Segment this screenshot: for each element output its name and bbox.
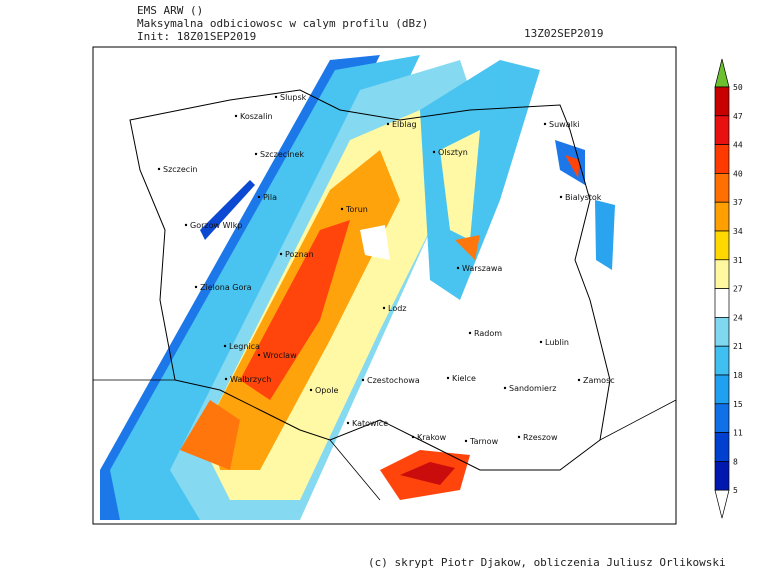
city-dot xyxy=(456,266,460,270)
colorbar-box xyxy=(714,86,730,117)
city-label: Pila xyxy=(263,193,277,202)
colorbar-box xyxy=(714,432,730,462)
city-label: Olsztyn xyxy=(438,148,468,157)
colorbar-label: 8 xyxy=(733,457,738,466)
city-label: Lodz xyxy=(388,304,407,313)
colorbar-label: 44 xyxy=(733,141,743,150)
city-label: Rzeszow xyxy=(523,433,558,442)
city-dot xyxy=(257,195,261,199)
city-dot xyxy=(194,285,198,289)
colorbar-over xyxy=(714,58,730,88)
city-label: Szczecin xyxy=(163,165,198,174)
city-dot xyxy=(340,207,344,211)
city-label: Elblag xyxy=(392,120,417,129)
city-labels: Slupsk Koszalin Elblag Suwalki Szczecin Szcze… xyxy=(157,93,615,446)
city-label: Szczecinek xyxy=(260,150,304,159)
colorbar-label: 15 xyxy=(733,400,743,409)
city-label: Katowice xyxy=(352,419,388,428)
init-time: Init: 18Z01SEP2019 xyxy=(137,30,256,43)
city-dot xyxy=(559,195,563,199)
city-label: Warszawa xyxy=(462,264,502,273)
colorbar-label: 37 xyxy=(733,198,743,207)
colorbar-label: 31 xyxy=(733,256,743,265)
colorbar-under xyxy=(714,489,730,519)
city-dot xyxy=(503,386,507,390)
city-label: Lublin xyxy=(545,338,569,347)
city-label: Koszalin xyxy=(240,112,273,121)
colorbar-label: 18 xyxy=(733,371,743,380)
city-dot xyxy=(517,435,521,439)
city-dot xyxy=(309,388,313,392)
city-label: Czestochowa xyxy=(367,376,420,385)
city-label: Legnica xyxy=(229,342,260,351)
city-dot xyxy=(464,439,468,443)
colorbar-label: 5 xyxy=(733,486,738,495)
city-label: Wroclaw xyxy=(263,351,297,360)
city-dot xyxy=(386,122,390,126)
city-label: Slupsk xyxy=(280,93,307,102)
city-dot xyxy=(346,421,350,425)
colorbar-box xyxy=(714,461,730,491)
city-dot xyxy=(274,95,278,99)
colorbar-label: 40 xyxy=(733,169,743,178)
city-label: Kielce xyxy=(452,374,476,383)
colorbar-label: 27 xyxy=(733,285,743,294)
city-dot xyxy=(234,114,238,118)
city-label: Sandomierz xyxy=(509,384,556,393)
colorbar-box xyxy=(714,317,730,347)
city-label: Zielona Gora xyxy=(200,283,252,292)
city-label: Radom xyxy=(474,329,502,338)
city-dot xyxy=(411,435,415,439)
city-dot xyxy=(468,331,472,335)
colorbar-box xyxy=(714,345,730,376)
field-name: Maksymalna odbiciowosc w calym profilu (… xyxy=(137,17,428,30)
colorbar-box xyxy=(714,259,730,289)
city-label: Suwalki xyxy=(549,120,580,129)
city-dot xyxy=(223,344,227,348)
colorbar-label: 21 xyxy=(733,342,743,351)
city-dot xyxy=(577,378,581,382)
colorbar-label: 34 xyxy=(733,227,743,236)
colorbar-box xyxy=(714,201,730,232)
colorbar-label: 50 xyxy=(733,83,743,92)
colorbar-box xyxy=(714,115,730,145)
city-dot xyxy=(539,340,543,344)
city-dot xyxy=(543,122,547,126)
city-dot xyxy=(432,150,436,154)
city-label: Torun xyxy=(345,205,368,214)
city-label: Poznan xyxy=(285,250,314,259)
city-label: Walbrzych xyxy=(230,375,271,384)
footer-credit: (c) skrypt Piotr Djakow, obliczenia Juli… xyxy=(368,556,726,569)
colorbar-label: 47 xyxy=(733,112,743,121)
colorbar-box xyxy=(714,374,730,405)
city-dot xyxy=(382,306,386,310)
map xyxy=(92,46,677,525)
city-label: Opole xyxy=(315,386,338,395)
city-label: Tarnow xyxy=(469,437,499,446)
colorbar-label: 24 xyxy=(733,313,743,322)
city-dot xyxy=(184,223,188,227)
colorbar-box xyxy=(714,230,730,261)
city-label: Bialystok xyxy=(565,193,602,202)
city-dot xyxy=(446,376,450,380)
colorbar: 50 47 44 40 37 34 31 27 24 21 18 15 11 8 5 xyxy=(714,58,743,519)
colorbar-box xyxy=(714,173,730,203)
city-dot xyxy=(224,377,228,381)
city-dot xyxy=(157,167,161,171)
city-dot xyxy=(279,252,283,256)
city-dot xyxy=(257,353,261,357)
city-dot xyxy=(361,378,365,382)
city-label: Zamosc xyxy=(583,376,615,385)
colorbar-box xyxy=(714,288,730,318)
model-name: EMS ARW () xyxy=(137,4,203,17)
valid-time: 13Z02SEP2019 xyxy=(524,27,603,40)
city-dot xyxy=(254,152,258,156)
colorbar-label: 11 xyxy=(733,429,743,438)
city-label: Krakow xyxy=(417,433,447,442)
colorbar-box xyxy=(714,144,730,174)
colorbar-box xyxy=(714,403,730,433)
city-label: Gorzow Wlkp xyxy=(190,221,242,230)
